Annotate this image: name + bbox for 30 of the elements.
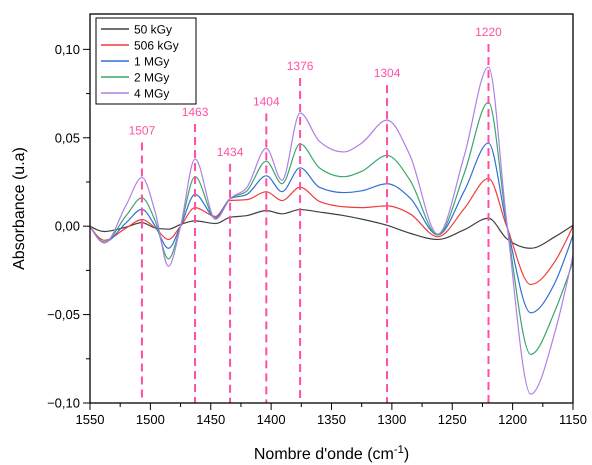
x-axis-title: Nombre d'onde (cm$^{-1}$) — [254, 444, 410, 463]
x-tick-label: 1350 — [317, 412, 346, 427]
x-tick-label: 1300 — [377, 412, 406, 427]
ref-line-label: 1404 — [252, 94, 280, 108]
legend-label: 1 MGy — [134, 54, 170, 68]
y-tick-label: −0,10 — [47, 396, 80, 410]
line-series — [89, 178, 574, 286]
ref-line-label: 1304 — [374, 66, 401, 80]
legend-label: 506 kGy — [134, 38, 179, 52]
ref-line-label: 1463 — [182, 104, 209, 119]
ref-line-label: 1220 — [475, 25, 502, 39]
line-series — [89, 208, 574, 249]
x-tick-label: 1550 — [76, 412, 104, 427]
y-tick-label: −0,05 — [47, 307, 80, 322]
x-tick-label: 1450 — [196, 412, 226, 427]
y-tick-label: 0,05 — [54, 130, 80, 146]
y-tick-label: 0,00 — [54, 218, 80, 234]
x-tick-label: 1250 — [438, 412, 467, 427]
legend-label: 2 MGy — [134, 70, 170, 84]
ref-line-label: 1376 — [286, 59, 314, 74]
legend-label: 50 kGy — [134, 22, 172, 36]
legend-label: 4 MGy — [134, 86, 170, 100]
x-tick-label: 1400 — [256, 412, 286, 427]
y-axis-title: Absorbance (u.a) — [11, 147, 28, 270]
x-tick-label: 1500 — [136, 412, 165, 427]
y-tick-label: 0,10 — [54, 42, 80, 57]
ref-line-label: 1434 — [216, 144, 244, 159]
x-tick-label: 1150 — [559, 412, 587, 427]
x-tick-label: 1200 — [498, 412, 528, 427]
ref-line-label: 1507 — [128, 124, 156, 138]
